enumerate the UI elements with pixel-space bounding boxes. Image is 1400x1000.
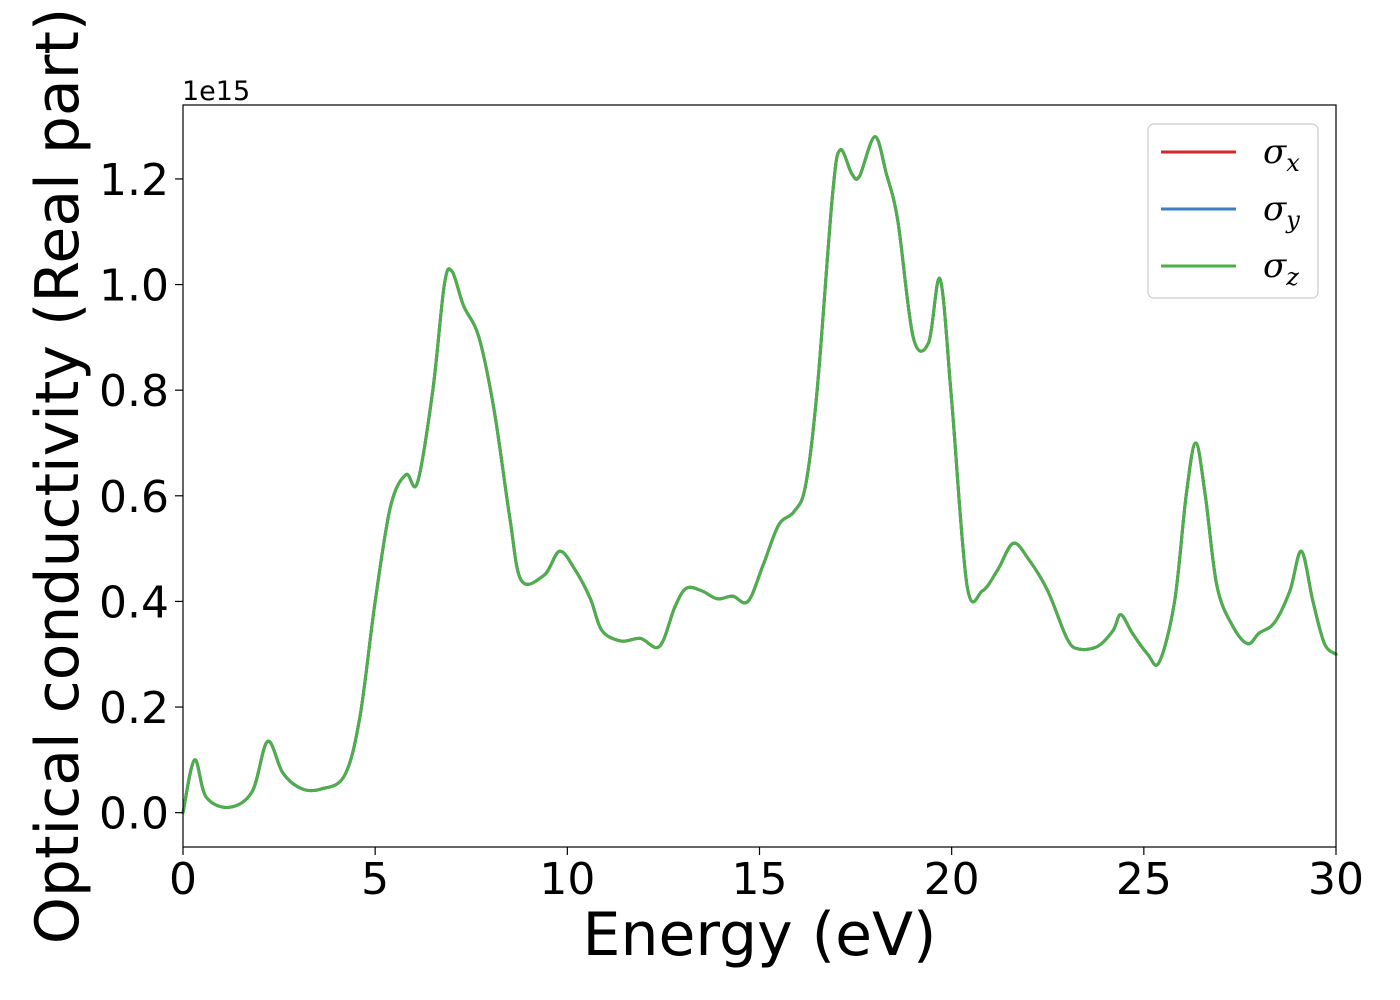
- y-tick-label: 1.2: [99, 155, 169, 206]
- y-offset-label: 1e15: [182, 76, 250, 107]
- y-tick-label: 0.2: [99, 683, 169, 734]
- series-line-z: [181, 135, 1338, 815]
- y-tick-label: 0.4: [99, 577, 169, 628]
- legend: σx σy σz: [1147, 123, 1319, 299]
- plot-area-background: [183, 105, 1336, 847]
- y-tick-label: 0.0: [99, 789, 169, 840]
- x-tick-label: 30: [1308, 854, 1364, 905]
- y-tick-label: 1.0: [99, 261, 169, 312]
- legend-label-y: σy: [1263, 189, 1300, 234]
- series-layer: [181, 135, 1338, 815]
- y-tick-label: 0.8: [99, 366, 169, 417]
- x-axis: 0 5 10 15 20 25 30: [169, 847, 1364, 905]
- legend-box: [1147, 123, 1319, 299]
- y-axis: 0.0 0.2 0.4 0.6 0.8 1.0 1.2: [99, 155, 183, 840]
- y-axis-title: Optical conductivity (Real part): [23, 8, 93, 945]
- x-tick-label: 10: [539, 854, 595, 905]
- x-tick-label: 25: [1116, 854, 1172, 905]
- x-tick-label: 5: [361, 854, 389, 905]
- x-tick-label: 15: [732, 854, 788, 905]
- legend-label-x: σx: [1263, 132, 1300, 177]
- x-tick-label: 20: [924, 854, 980, 905]
- x-tick-label: 0: [169, 854, 197, 905]
- y-tick-label: 0.6: [99, 472, 169, 523]
- legend-label-z: σz: [1263, 246, 1299, 291]
- x-axis-title: Energy (eV): [583, 900, 937, 970]
